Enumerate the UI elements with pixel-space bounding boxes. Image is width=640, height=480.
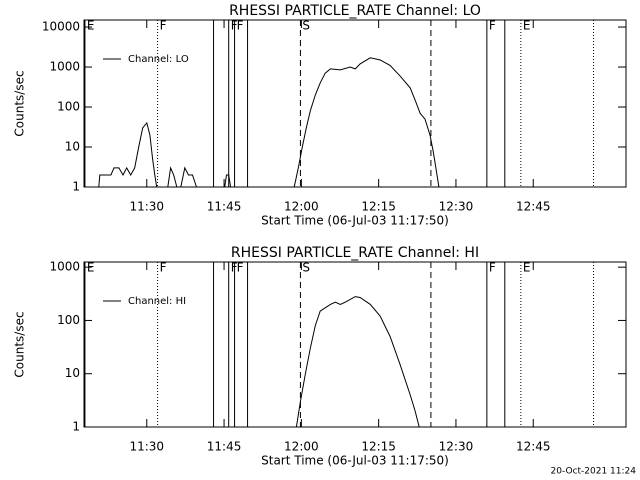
series-line [98, 57, 440, 188]
chart-title: RHESSI PARTICLE_RATE Channel: HI [231, 245, 479, 261]
flag-label: F [237, 19, 244, 33]
y-axis-label: Counts/sec [13, 70, 27, 136]
y-tick-label: 10 [65, 140, 80, 154]
flag-label: F [489, 261, 496, 275]
y-tick-label: 1000 [49, 260, 80, 274]
x-axis-label: Start Time (06-Jul-03 11:17:50) [261, 454, 449, 468]
x-tick-label: 12:15 [361, 440, 396, 454]
flag-label: F [160, 261, 167, 275]
flag-label: E [87, 261, 95, 275]
flag-label: E [523, 261, 531, 275]
plot-frame [83, 261, 627, 428]
legend-label: Channel: HI [128, 296, 186, 307]
y-tick-label: 100 [57, 100, 80, 114]
y-tick-label: 10000 [42, 20, 80, 34]
chart-title: RHESSI PARTICLE_RATE Channel: LO [229, 3, 481, 19]
x-tick-label: 12:15 [361, 200, 396, 214]
flag-label: F [489, 19, 496, 33]
flag-label: F [237, 261, 244, 275]
x-tick-label: 11:30 [129, 200, 164, 214]
y-axis-label: Counts/sec [13, 311, 27, 377]
y-tick-label: 1 [72, 180, 80, 194]
x-tick-label: 12:45 [516, 440, 551, 454]
series-line [295, 296, 420, 428]
x-tick-label: 11:45 [207, 440, 242, 454]
x-tick-label: 11:30 [129, 440, 164, 454]
flag-label: F [160, 19, 167, 33]
flag-label: S [302, 19, 310, 33]
y-tick-label: 10 [65, 366, 80, 380]
x-tick-label: 12:45 [516, 200, 551, 214]
flag-label: E [87, 19, 95, 33]
flag-label: S [302, 261, 310, 275]
x-tick-label: 12:30 [439, 440, 474, 454]
legend-label: Channel: LO [128, 54, 189, 65]
x-tick-label: 12:30 [439, 200, 474, 214]
plot-frame [83, 19, 627, 188]
y-tick-label: 1 [72, 420, 80, 434]
timestamp: 20-Oct-2021 11:24 [551, 467, 637, 477]
y-tick-label: 1000 [49, 60, 80, 74]
x-axis-label: Start Time (06-Jul-03 11:17:50) [261, 214, 449, 228]
flag-label: E [523, 19, 531, 33]
x-tick-label: 12:00 [284, 440, 319, 454]
x-tick-label: 11:45 [207, 200, 242, 214]
x-tick-label: 12:00 [284, 200, 319, 214]
y-tick-label: 100 [57, 313, 80, 327]
